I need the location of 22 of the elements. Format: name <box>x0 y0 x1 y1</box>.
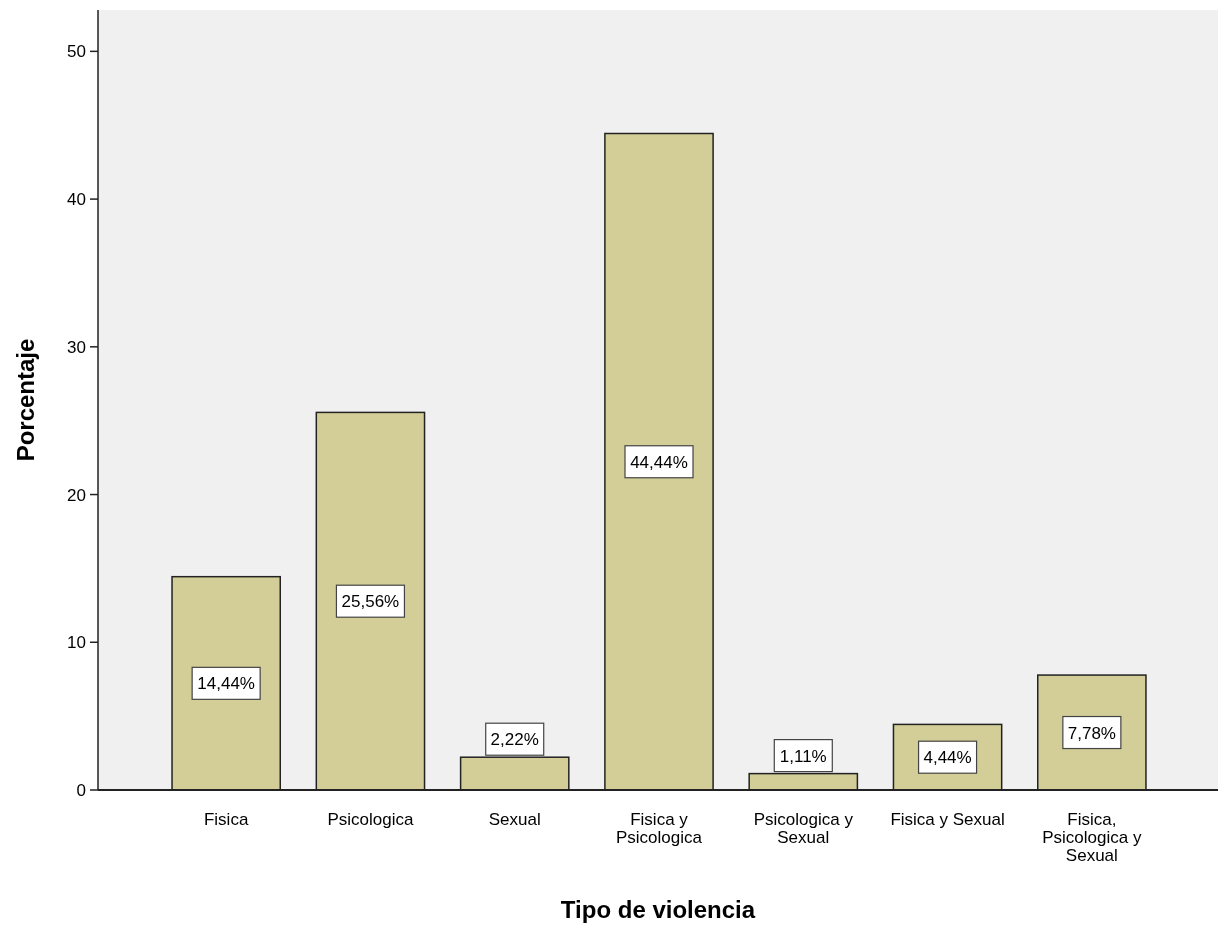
y-tick-label: 10 <box>67 633 86 653</box>
x-tick-label: Fisica <box>203 810 249 829</box>
data-label: 2,22% <box>490 730 539 750</box>
y-tick-label: 40 <box>67 190 86 210</box>
x-tick-label: Fisica y Sexual <box>890 810 1005 829</box>
y-axis-title: Porcentaje <box>12 338 39 462</box>
y-tick-label: 20 <box>67 485 86 505</box>
data-label: 1,11% <box>779 746 827 766</box>
x-tick-label: Psicologica <box>327 810 414 829</box>
data-label: 44,44% <box>630 452 688 472</box>
x-tick-label: Fisica, Psicologica y Sexual <box>1042 810 1142 865</box>
x-tick-label: Sexual <box>488 810 541 829</box>
x-tick-label: Psicologica y Sexual <box>753 810 854 847</box>
x-tick-label: Fisica y Psicologica <box>616 810 703 847</box>
y-tick-label: 50 <box>67 42 86 62</box>
y-tick-label: 0 <box>76 781 86 800</box>
data-label: 14,44% <box>197 674 255 694</box>
y-tick-label: 30 <box>67 337 86 357</box>
x-axis-title: Tipo de violencia <box>560 896 756 923</box>
data-label: 25,56% <box>341 592 400 612</box>
data-label: 4,44% <box>923 748 972 768</box>
data-label: 7,78% <box>1067 723 1116 743</box>
